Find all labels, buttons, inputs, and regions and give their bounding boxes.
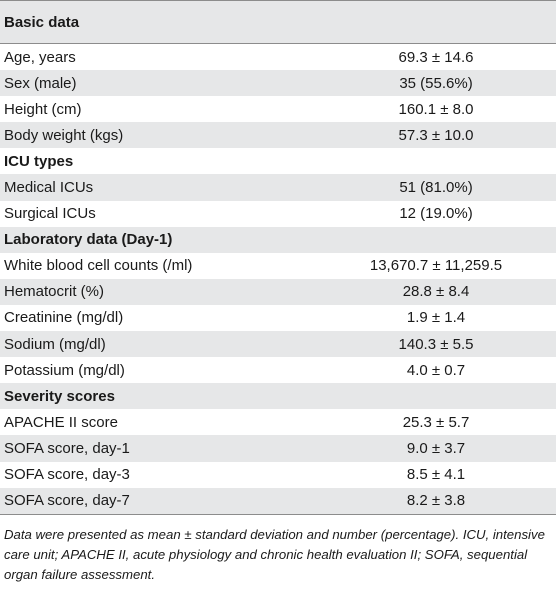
table-row: Creatinine (mg/dl) 1.9 ± 1.4 [0,305,556,331]
section-header-row: Laboratory data (Day-1) [0,226,556,253]
row-value: 160.1 ± 8.0 [398,100,474,118]
row-value: 4.0 ± 0.7 [406,361,466,379]
table-row: Potassium (mg/dl) 4.0 ± 0.7 [0,357,556,383]
row-label: Hematocrit (%) [4,283,105,301]
row-label: SOFA score, day-3 [4,466,130,484]
table-row: Medical ICUs 51 (81.0%) [0,174,556,201]
row-value: 51 (81.0%) [399,179,473,197]
row-value: 35 (55.6%) [399,74,473,92]
row-value: 28.8 ± 8.4 [402,283,470,301]
row-label: Creatinine (mg/dl) [4,309,124,327]
table-row: Surgical ICUs 12 (19.0%) [0,201,556,227]
table-body: Age, years 69.3 ± 14.6 Sex (male) 35 (55.6%… [0,44,556,515]
data-table: Basic data Age, years 69.3 ± 14.6 Sex (mal… [0,0,556,582]
table-row: SOFA score, day-1 9.0 ± 3.7 [0,435,556,462]
row-value: 140.3 ± 5.5 [398,335,474,353]
section-header-row: ICU types [0,148,556,174]
table-row: APACHE II score 25.3 ± 5.7 [0,409,556,435]
table-row: Body weight (kgs) 57.3 ± 10.0 [0,122,556,149]
row-value: 69.3 ± 14.6 [398,48,474,66]
table-row: SOFA score, day-3 8.5 ± 4.1 [0,462,556,488]
row-label: White blood cell counts (/ml) [4,257,193,275]
row-value: 1.9 ± 1.4 [406,309,466,327]
row-label: APACHE II score [4,413,118,431]
row-value: 8.5 ± 4.1 [406,466,466,484]
row-value: 9.0 ± 3.7 [406,439,466,457]
section-title: Severity scores [4,387,115,405]
table-row: White blood cell counts (/ml) 13,670.7 ± … [0,253,556,279]
table-row: Sex (male) 35 (55.6%) [0,70,556,97]
table-row: Sodium (mg/dl) 140.3 ± 5.5 [0,331,556,358]
row-label: Height (cm) [4,100,82,118]
table-row: SOFA score, day-7 8.2 ± 3.8 [0,487,556,514]
section-title: ICU types [4,152,74,170]
table-row: Hematocrit (%) 28.8 ± 8.4 [0,278,556,305]
table-row: Height (cm) 160.1 ± 8.0 [0,96,556,122]
table-footnote: Data were presented as mean ± standard d… [4,526,545,582]
section-title: Laboratory data (Day-1) [4,231,173,249]
row-label: Sodium (mg/dl) [4,335,106,353]
row-label: Surgical ICUs [4,205,96,223]
section-header-row: Severity scores [0,383,556,410]
row-label: Sex (male) [4,74,77,92]
row-label: Potassium (mg/dl) [4,361,125,379]
row-label: Age, years [4,48,76,66]
row-label: SOFA score, day-7 [4,492,130,510]
row-value: 12 (19.0%) [399,205,473,223]
row-value: 25.3 ± 5.7 [402,413,470,431]
row-label: Body weight (kgs) [4,126,124,144]
table-row: Age, years 69.3 ± 14.6 [0,44,556,70]
row-value: 57.3 ± 10.0 [398,126,474,144]
row-value: 8.2 ± 3.8 [406,492,466,510]
row-label: Medical ICUs [4,179,94,197]
row-value: 13,670.7 ± 11,259.5 [369,257,503,275]
table-header: Basic data [0,0,556,44]
row-label: SOFA score, day-1 [4,439,130,457]
